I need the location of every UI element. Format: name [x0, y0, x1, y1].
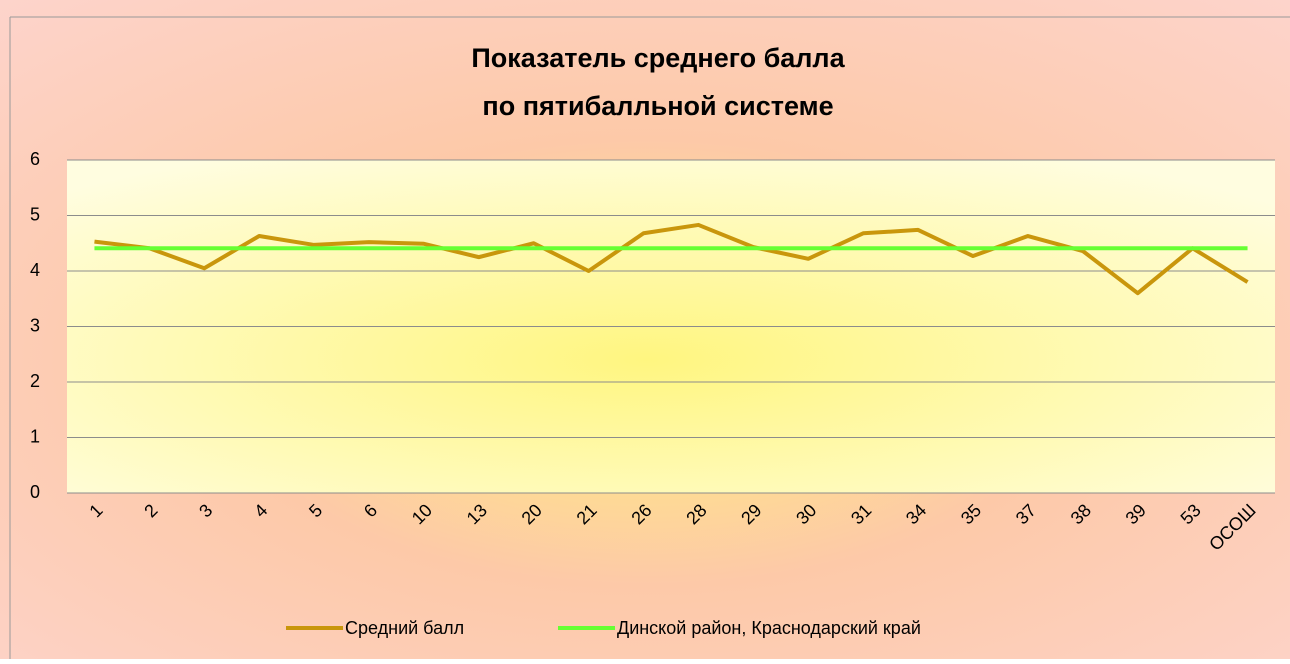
y-tick-label: 6	[30, 149, 40, 169]
chart-title: по пятибалльной системе	[482, 91, 833, 121]
legend-label: Динской район, Краснодарский край	[617, 618, 921, 638]
y-tick-label: 3	[30, 315, 40, 335]
chart-title: Показатель среднего балла	[471, 43, 845, 73]
series-line	[94, 222, 1249, 296]
y-tick-label: 5	[30, 204, 40, 224]
y-tick-label: 0	[30, 482, 40, 502]
y-tick-label: 1	[30, 426, 40, 446]
y-tick-label: 2	[30, 371, 40, 391]
legend-label: Средний балл	[345, 618, 464, 638]
y-tick-label: 4	[30, 260, 40, 280]
